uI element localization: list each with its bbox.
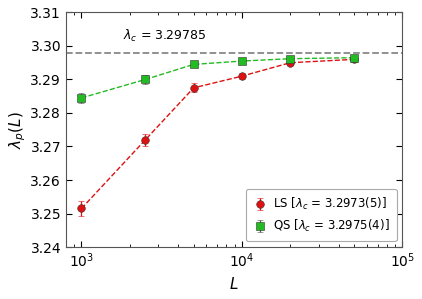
Legend: LS [$\lambda_c$ = 3.2973(5)], QS [$\lambda_c$ = 3.2975(4)]: LS [$\lambda_c$ = 3.2973(5)], QS [$\lamb…	[246, 189, 397, 241]
Text: $\lambda_c$ = 3.29785: $\lambda_c$ = 3.29785	[123, 28, 206, 44]
Y-axis label: $\lambda_p(L)$: $\lambda_p(L)$	[7, 111, 27, 149]
X-axis label: $L$: $L$	[230, 276, 239, 292]
